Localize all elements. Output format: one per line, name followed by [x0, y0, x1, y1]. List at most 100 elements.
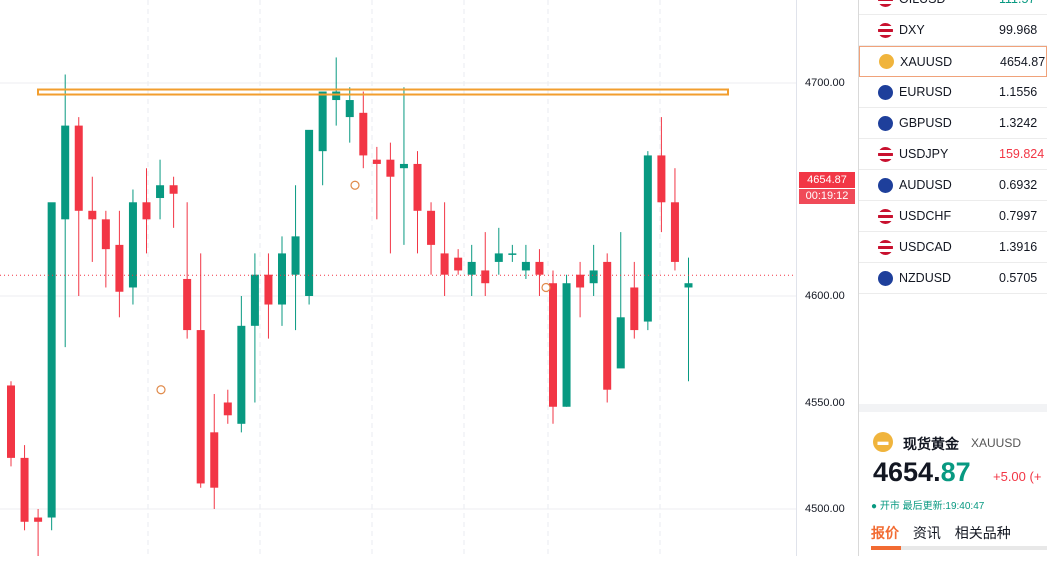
- candle-body: [576, 274, 585, 288]
- candle-body: [372, 159, 381, 164]
- candle-body: [386, 159, 395, 177]
- market-status: ● 开市 最后更新:19:40:47: [871, 501, 985, 512]
- candlestick-chart[interactable]: [0, 0, 796, 561]
- gold-bar-icon: ▬: [873, 432, 893, 452]
- watchlist-price: 1.3916: [999, 240, 1038, 254]
- status-dot-icon: ●: [871, 501, 878, 512]
- candle-body: [74, 125, 83, 211]
- watchlist-row-nzdusd[interactable]: NZDUSD 0.5705: [859, 263, 1047, 294]
- bar-countdown: 00:19:12: [799, 189, 855, 204]
- watchlist-row-usdcad[interactable]: USDCAD 1.3916: [859, 232, 1047, 263]
- candle-body: [7, 385, 15, 458]
- price-axis[interactable]: 4700.00 4654.87 00:19:12 4600.00 4550.00…: [796, 0, 859, 556]
- event-marker: [541, 282, 551, 293]
- instrument-name: 现货黄金: [903, 436, 959, 452]
- watchlist-row-usdjpy[interactable]: USDJPY 159.824: [859, 139, 1047, 170]
- candle-body: [359, 112, 368, 156]
- us-flag-icon: [878, 239, 893, 255]
- watchlist-price: 111.57: [999, 0, 1035, 6]
- watchlist-price: 1.3242: [999, 116, 1038, 130]
- candle-body: [318, 91, 327, 152]
- watchlist-symbol: USDJPY: [899, 147, 949, 161]
- candle-body: [250, 274, 259, 326]
- watchlist-price: 0.7997: [999, 209, 1038, 223]
- tab-track: [901, 546, 1047, 550]
- watchlist-price: 0.6932: [999, 178, 1038, 192]
- candle-body: [413, 163, 422, 211]
- last-price: 4654.87: [873, 457, 971, 487]
- candle-body: [20, 457, 29, 522]
- watchlist-price: 1.1556: [999, 85, 1038, 99]
- price-tick: 4600.00: [805, 290, 845, 302]
- event-marker: [156, 385, 166, 395]
- candle-body: [603, 261, 612, 390]
- candle-body: [589, 270, 598, 284]
- nz-flag-icon: [878, 270, 893, 286]
- candle-body: [183, 278, 192, 331]
- instrument-symbol: XAUUSD: [971, 436, 1022, 450]
- watchlist-row-xauusd[interactable]: XAUUSD 4654.87: [859, 46, 1047, 77]
- candle-body: [345, 100, 354, 118]
- watchlist-symbol: NZDUSD: [899, 271, 952, 285]
- candle-body: [332, 91, 341, 101]
- candle-body: [549, 283, 557, 407]
- candle-body: [467, 261, 476, 275]
- watchlist-symbol: XAUUSD: [900, 54, 953, 69]
- candle-body: [454, 257, 463, 271]
- price-chart[interactable]: [0, 0, 796, 561]
- candle-body: [616, 317, 625, 369]
- au-flag-icon: [878, 177, 893, 193]
- gold-flag-icon: [879, 54, 894, 69]
- watchlist-price: 99.968: [999, 23, 1038, 37]
- watchlist[interactable]: OILUSD 111.57 DXY 99.968 XAUUSD 4654.87 EURUSD…: [859, 0, 1047, 294]
- price-tick: 4500.00: [805, 503, 845, 515]
- panel-divider: [858, 0, 859, 556]
- candle-body: [223, 402, 232, 416]
- watchlist-symbol: USDCHF: [899, 209, 952, 223]
- candle-body: [481, 270, 490, 284]
- candle-body: [630, 287, 639, 331]
- event-marker: [350, 180, 360, 190]
- us-flag-icon: [878, 0, 893, 7]
- resistance-line: [37, 88, 729, 96]
- watchlist-price: 159.824: [999, 147, 1045, 161]
- candle-body: [278, 253, 286, 305]
- tab-related[interactable]: 相关品种: [954, 525, 1011, 541]
- watchlist-row-usdchf[interactable]: USDCHF 0.7997: [859, 201, 1047, 232]
- us-flag-icon: [878, 22, 893, 38]
- price-change: +5.00 (+: [993, 469, 1042, 484]
- candle-body: [305, 129, 314, 296]
- candle-body: [196, 330, 205, 484]
- candle-body: [156, 185, 165, 199]
- gb-flag-icon: [878, 115, 893, 131]
- candle-body: [34, 517, 43, 522]
- watchlist-row-dxy[interactable]: DXY 99.968: [859, 15, 1047, 46]
- watchlist-symbol: DXY: [899, 23, 925, 37]
- watchlist-symbol: USDCAD: [899, 240, 952, 254]
- watchlist-row-audusd[interactable]: AUDUSD 0.6932: [859, 170, 1047, 201]
- watchlist-symbol: OILUSD: [899, 0, 989, 6]
- candle-body: [291, 236, 300, 275]
- watchlist-symbol: GBPUSD: [899, 116, 952, 130]
- candle-body: [115, 244, 124, 292]
- candle-body: [684, 283, 693, 288]
- tab-quote[interactable]: 报价: [871, 525, 899, 541]
- active-tab-indicator: [871, 546, 901, 550]
- tab-news[interactable]: 资讯: [912, 525, 941, 541]
- candle-body: [142, 202, 151, 220]
- candle-body: [440, 253, 449, 275]
- candle-body: [657, 155, 666, 203]
- quote-tabs[interactable]: 报价 资讯 相关品种: [871, 523, 1011, 543]
- candle-body: [128, 202, 137, 288]
- candle-body: [210, 432, 219, 488]
- watchlist-row-oilusd[interactable]: OILUSD 111.57: [859, 0, 1047, 15]
- candle-body: [535, 261, 544, 275]
- watchlist-row-eurusd[interactable]: EURUSD 1.1556: [859, 77, 1047, 108]
- candle-body: [562, 283, 571, 407]
- candle-body: [61, 125, 70, 220]
- watchlist-row-gbpusd[interactable]: GBPUSD 1.3242: [859, 108, 1047, 139]
- watchlist-price: 0.5705: [999, 271, 1038, 285]
- candle-body: [521, 261, 530, 271]
- candle-body: [88, 210, 97, 220]
- candle-body: [670, 202, 679, 262]
